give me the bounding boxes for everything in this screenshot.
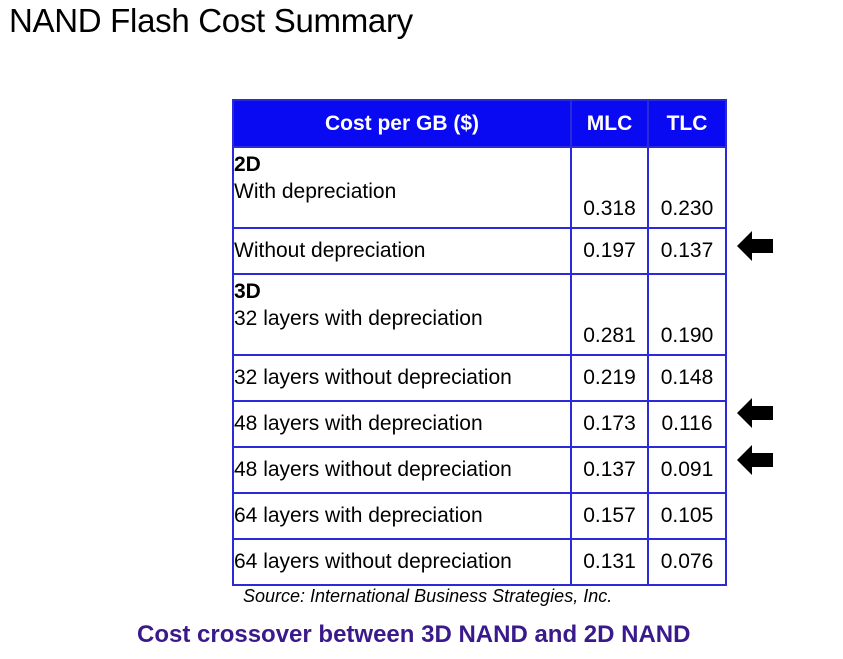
table-row: 2D With depreciation 0.318 0.230 <box>232 146 727 229</box>
row-label: Without depreciation <box>232 227 572 275</box>
mlc-value: 0.131 <box>570 538 649 586</box>
row-label: 64 layers with depreciation <box>232 492 572 540</box>
slide-caption: Cost crossover between 3D NAND and 2D NA… <box>137 621 691 648</box>
row-label-cell: 2D With depreciation <box>232 146 572 229</box>
tlc-value: 0.091 <box>647 446 727 494</box>
mlc-value: 0.219 <box>570 354 649 402</box>
row-label: 48 layers without depreciation <box>232 446 572 494</box>
tlc-value: 0.116 <box>647 400 727 448</box>
tlc-value: 0.137 <box>647 227 727 275</box>
row-label: 32 layers with depreciation <box>234 307 483 330</box>
mlc-value: 0.173 <box>570 400 649 448</box>
group-title-3d: 3D <box>234 280 261 303</box>
row-label: 32 layers without depreciation <box>232 354 572 402</box>
table-row: 32 layers without depreciation 0.219 0.1… <box>232 354 727 402</box>
source-note: Source: International Business Strategie… <box>243 586 613 606</box>
header-tlc: TLC <box>647 99 727 148</box>
page-title: NAND Flash Cost Summary <box>9 2 413 39</box>
tlc-value: 0.105 <box>647 492 727 540</box>
table-row: 3D 32 layers with depreciation 0.281 0.1… <box>232 273 727 356</box>
cost-table: Cost per GB ($) MLC TLC 2D With deprecia… <box>232 99 727 586</box>
left-arrow-icon <box>737 398 773 428</box>
mlc-value: 0.318 <box>570 146 649 229</box>
table-header-row: Cost per GB ($) MLC TLC <box>232 99 727 148</box>
table-row: 64 layers with depreciation 0.157 0.105 <box>232 492 727 540</box>
tlc-value: 0.230 <box>647 146 727 229</box>
mlc-value: 0.157 <box>570 492 649 540</box>
row-label: 64 layers without depreciation <box>232 538 572 586</box>
table-row: 48 layers with depreciation 0.173 0.116 <box>232 400 727 448</box>
left-arrow-icon <box>737 231 773 261</box>
table-row: 48 layers without depreciation 0.137 0.0… <box>232 446 727 494</box>
row-label-cell: 3D 32 layers with depreciation <box>232 273 572 356</box>
tlc-value: 0.076 <box>647 538 727 586</box>
row-label: 48 layers with depreciation <box>232 400 572 448</box>
left-arrow-icon <box>737 445 773 475</box>
mlc-value: 0.137 <box>570 446 649 494</box>
row-label: With depreciation <box>234 180 397 203</box>
table-row: 64 layers without depreciation 0.131 0.0… <box>232 538 727 586</box>
table-row: Without depreciation 0.197 0.137 <box>232 227 727 275</box>
tlc-value: 0.190 <box>647 273 727 356</box>
tlc-value: 0.148 <box>647 354 727 402</box>
mlc-value: 0.281 <box>570 273 649 356</box>
header-mlc: MLC <box>570 99 649 148</box>
mlc-value: 0.197 <box>570 227 649 275</box>
group-title-2d: 2D <box>234 153 261 176</box>
header-cost-per-gb: Cost per GB ($) <box>232 99 572 148</box>
